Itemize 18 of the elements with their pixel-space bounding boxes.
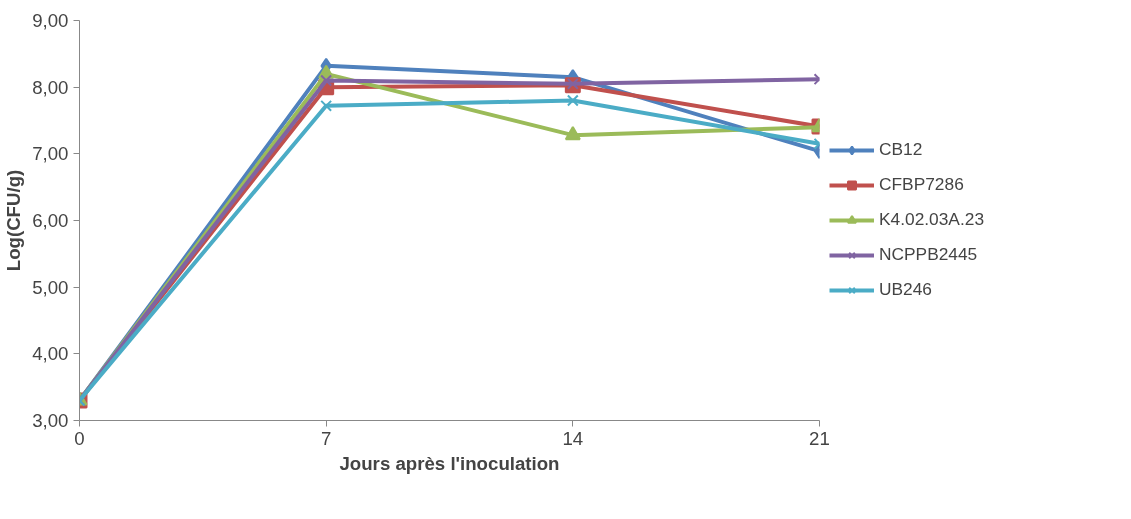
legend-label: K4.02.03A.23 [879,209,985,230]
legend-label: UB246 [879,279,932,300]
x-tick-label: 0 [74,427,85,449]
legend-label: NCPPB2445 [879,244,978,265]
x-tick-label: 14 [562,427,584,449]
y-tick-label: 3,00 [32,410,69,431]
legend-label: CB12 [879,139,923,160]
y-tick-label: 5,00 [32,276,69,298]
y-axis-title: Log(CFU/g) [3,169,25,272]
legend-label: CFBP7286 [879,174,964,195]
x-tick-label: 7 [320,427,332,449]
y-tick-label: 4,00 [32,343,69,365]
x-tick-label: 21 [809,427,830,449]
y-tick-label: 9,00 [32,10,69,31]
x-axis-title: Jours après l'inoculation [339,452,560,474]
y-tick-label: 7,00 [32,143,69,165]
y-tick-label: 8,00 [32,76,69,98]
y-tick-label: 6,00 [32,210,69,231]
